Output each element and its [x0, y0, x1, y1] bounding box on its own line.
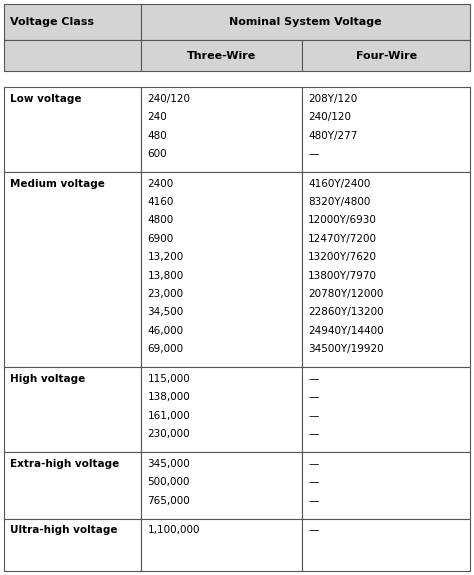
Text: 138,000: 138,000 [147, 392, 190, 402]
Text: —: — [308, 496, 319, 505]
Text: 1,100,000: 1,100,000 [147, 525, 200, 535]
Text: 480Y/277: 480Y/277 [308, 131, 357, 140]
Text: 20780Y/12000: 20780Y/12000 [308, 289, 383, 299]
Text: 22860Y/13200: 22860Y/13200 [308, 308, 384, 317]
Bar [4, 452, 141, 519]
Text: —: — [308, 392, 319, 402]
Bar [302, 452, 470, 519]
Text: 4800: 4800 [147, 216, 173, 225]
Text: Voltage Class: Voltage Class [10, 17, 94, 28]
Bar [4, 5, 141, 40]
Text: 240: 240 [147, 112, 167, 122]
Text: Ultra-high voltage: Ultra-high voltage [10, 525, 118, 535]
Text: 208Y/120: 208Y/120 [308, 94, 357, 104]
Text: Medium voltage: Medium voltage [10, 178, 105, 189]
Text: 12000Y/6930: 12000Y/6930 [308, 216, 377, 225]
Text: 765,000: 765,000 [147, 496, 190, 505]
Text: —: — [308, 374, 319, 384]
Text: Three-Wire: Three-Wire [187, 51, 256, 61]
Text: Extra-high voltage: Extra-high voltage [10, 459, 119, 469]
Bar [302, 519, 470, 570]
Text: 600: 600 [147, 149, 167, 159]
Text: 345,000: 345,000 [147, 459, 190, 469]
Text: 46,000: 46,000 [147, 326, 183, 336]
Text: 240/120: 240/120 [308, 112, 351, 122]
Text: 34500Y/19920: 34500Y/19920 [308, 344, 384, 354]
Text: 240/120: 240/120 [147, 94, 191, 104]
Text: 13,800: 13,800 [147, 271, 184, 281]
Bar [302, 87, 470, 172]
Text: 34,500: 34,500 [147, 308, 184, 317]
Bar [141, 519, 302, 570]
Text: 8320Y/4800: 8320Y/4800 [308, 197, 371, 207]
Bar [4, 87, 141, 172]
Text: 4160: 4160 [147, 197, 174, 207]
Text: 12470Y/7200: 12470Y/7200 [308, 234, 377, 244]
Text: —: — [308, 525, 319, 535]
Bar [4, 367, 141, 452]
Bar [4, 172, 141, 367]
Text: —: — [308, 459, 319, 469]
Text: 230,000: 230,000 [147, 429, 190, 439]
Text: 6900: 6900 [147, 234, 173, 244]
Text: 480: 480 [147, 131, 167, 140]
Text: 23,000: 23,000 [147, 289, 183, 299]
Bar [4, 40, 141, 71]
Text: 13800Y/7970: 13800Y/7970 [308, 271, 377, 281]
Text: High voltage: High voltage [10, 374, 85, 384]
Text: Nominal System Voltage: Nominal System Voltage [229, 17, 382, 28]
Bar [141, 452, 302, 519]
Bar [141, 5, 470, 40]
Text: 13200Y/7620: 13200Y/7620 [308, 252, 377, 262]
Bar [141, 367, 302, 452]
Text: 13,200: 13,200 [147, 252, 184, 262]
Bar [302, 40, 470, 71]
Text: Low voltage: Low voltage [10, 94, 82, 104]
Text: —: — [308, 411, 319, 421]
Text: 2400: 2400 [147, 178, 173, 189]
Text: —: — [308, 149, 319, 159]
Text: 24940Y/14400: 24940Y/14400 [308, 326, 384, 336]
Text: 500,000: 500,000 [147, 477, 190, 487]
Text: 161,000: 161,000 [147, 411, 190, 421]
Text: —: — [308, 429, 319, 439]
Bar [141, 40, 302, 71]
Text: 4160Y/2400: 4160Y/2400 [308, 178, 371, 189]
Bar [4, 519, 141, 570]
Bar [302, 367, 470, 452]
Bar [141, 172, 302, 367]
Text: Four-Wire: Four-Wire [356, 51, 417, 61]
Text: 115,000: 115,000 [147, 374, 190, 384]
Text: 69,000: 69,000 [147, 344, 183, 354]
Text: —: — [308, 477, 319, 487]
Bar [141, 87, 302, 172]
Bar [302, 172, 470, 367]
